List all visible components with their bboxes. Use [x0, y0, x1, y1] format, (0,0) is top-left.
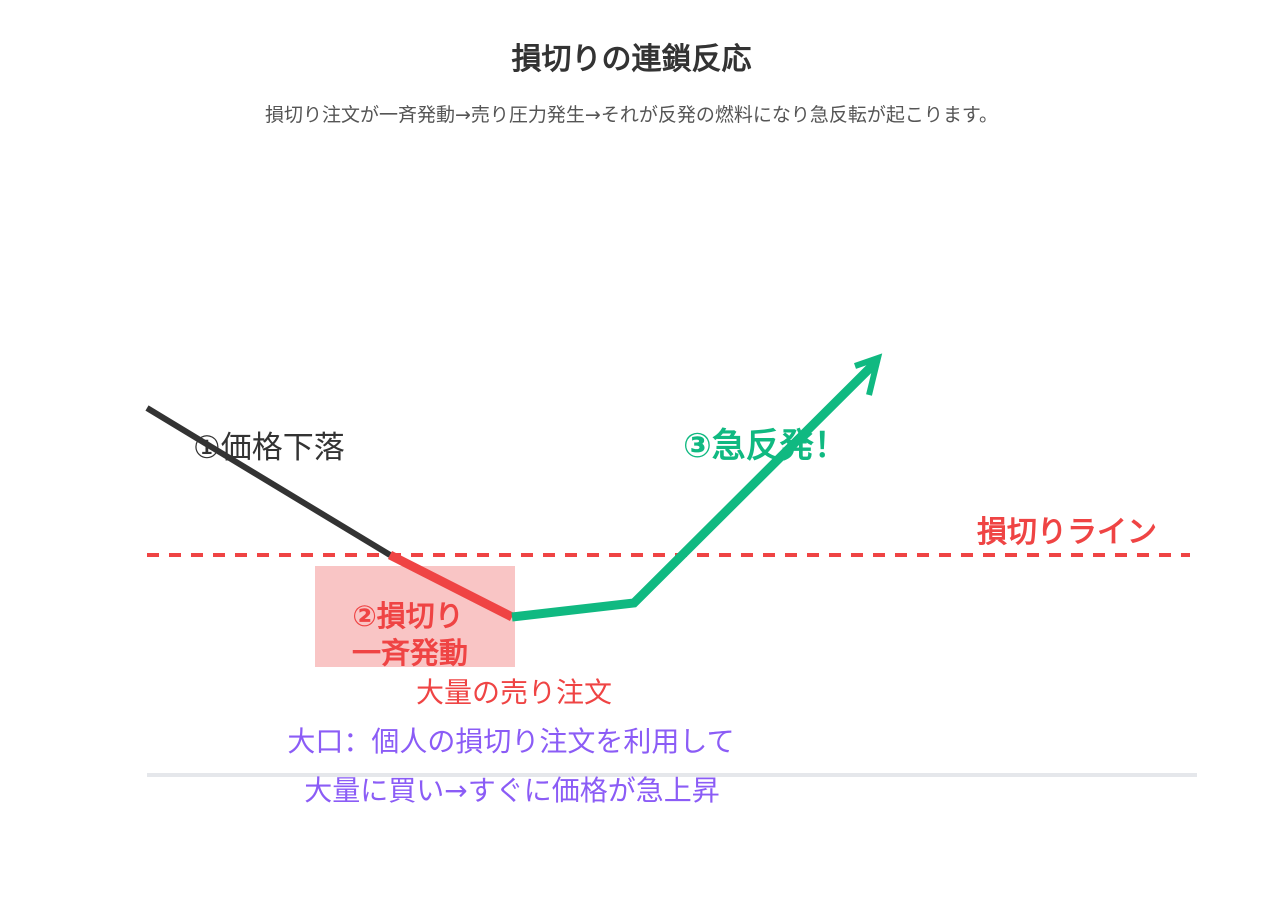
page-subtitle: 損切り注文が一斉発動→売り圧力発生→それが反発の燃料になり急反転が起こります。	[265, 104, 998, 126]
big-player-line1: 大口：個人の損切り注文を利用して	[287, 725, 734, 758]
stop-trigger-segment	[387, 550, 515, 622]
arrow-head-icon	[854, 353, 883, 396]
step1-label: ①価格下落	[193, 430, 345, 466]
stop-line-label: 損切りライン	[977, 515, 1157, 550]
rebound-segment	[511, 358, 880, 622]
big-player-line2: 大量に買い→すぐに価格が急上昇	[304, 774, 719, 807]
step2-label-line1: ②損切り	[352, 599, 464, 633]
price-decline-segment	[145, 405, 392, 558]
sell-orders-label: 大量の売り注文	[416, 676, 612, 709]
page-title: 損切りの連鎖反応	[511, 42, 752, 77]
step2-label-line2: 一斉発動	[352, 636, 468, 670]
stop-trigger-zone	[315, 566, 515, 667]
step3-label: ③急反発！	[683, 426, 848, 466]
